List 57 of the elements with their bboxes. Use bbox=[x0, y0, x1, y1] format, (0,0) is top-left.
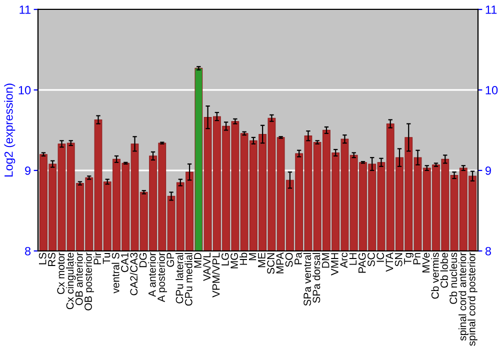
x-tick-label: VPM/VPL bbox=[212, 252, 220, 298]
y2-tick-label: 11 bbox=[486, 6, 497, 14]
x-tick-label: Hb bbox=[239, 252, 248, 265]
y2-tick-label: 9 bbox=[486, 166, 491, 175]
x-tick-label: SCN bbox=[267, 253, 274, 274]
x-tick-label: Cb nucleus bbox=[449, 252, 458, 304]
x-tick-label: Cx cingulate bbox=[66, 252, 76, 310]
y-tick-label: 11 bbox=[20, 6, 30, 14]
x-tick-label: VA/VL bbox=[202, 252, 211, 282]
x-tick-label: SO bbox=[285, 252, 293, 267]
x-tick-label: Pa bbox=[294, 252, 302, 264]
x-tick-label: LH bbox=[349, 253, 357, 265]
x-tick-label: ME bbox=[258, 252, 266, 268]
x-tick-label: RS bbox=[48, 252, 56, 266]
y2-tick-label: 8 bbox=[485, 246, 491, 256]
x-tick-label: Cb vermis bbox=[431, 252, 439, 299]
x-tick-label: VTA bbox=[386, 252, 394, 272]
x-tick-label: VMH bbox=[331, 253, 338, 276]
y-tick-label: 8 bbox=[25, 246, 31, 256]
x-tick-label: spinal cord posterior bbox=[468, 252, 478, 346]
x-tick-label: CPu lateral bbox=[176, 253, 184, 304]
x-tick-label: MD bbox=[194, 252, 202, 268]
x-tick-label: OB anterior bbox=[75, 252, 83, 306]
x-tick-label: Tu bbox=[102, 253, 110, 264]
x-tick-label: IC bbox=[376, 252, 384, 262]
x-tick-label: M bbox=[248, 253, 256, 260]
x-tick-label: MVe bbox=[422, 252, 430, 272]
x-tick-label: GP bbox=[166, 252, 174, 267]
x-tick-label: CA2/CA3 bbox=[130, 252, 138, 296]
y-tick-label: 10 bbox=[18, 86, 31, 94]
x-tick-label: CPu medial bbox=[184, 253, 192, 306]
y-tick-label: 9 bbox=[25, 166, 30, 175]
y-axis-title: Log2 (expression) bbox=[4, 84, 16, 176]
x-tick-label: LS bbox=[38, 252, 46, 264]
x-tick-label: A anterior bbox=[148, 252, 156, 297]
x-tick-label: LG bbox=[221, 253, 229, 266]
x-tick-label: Tg bbox=[404, 253, 414, 264]
x-tick-label: MPA bbox=[276, 252, 284, 274]
x-tick-label: SPa dorsal bbox=[312, 253, 320, 303]
x-tick-label: DM bbox=[322, 253, 330, 268]
x-tick-label: Arc bbox=[340, 252, 348, 268]
x-tick-label: DG bbox=[139, 253, 147, 268]
x-tick-label: Cx motor bbox=[57, 252, 65, 294]
x-tick-label: CA1 bbox=[121, 252, 128, 272]
y2-tick-label: 10 bbox=[486, 86, 498, 94]
x-tick-label: SC bbox=[368, 252, 375, 266]
x-tick-label: SN bbox=[394, 253, 402, 266]
x-tick-label: spinal cord anterior bbox=[458, 252, 468, 341]
x-tick-label: ventral S bbox=[112, 252, 120, 294]
x-tick-label: Cb lobe bbox=[440, 252, 448, 288]
x-tick-label: MG bbox=[230, 253, 238, 268]
x-tick-label: PAG bbox=[358, 253, 366, 273]
x-tick-label: Pn bbox=[413, 253, 420, 264]
x-tick-label: A posterior bbox=[157, 252, 168, 302]
x-tick-label: SPa ventral bbox=[303, 253, 312, 306]
x-tick-label: OB posterior bbox=[84, 252, 94, 310]
x-tick-label: Pir bbox=[93, 252, 101, 264]
